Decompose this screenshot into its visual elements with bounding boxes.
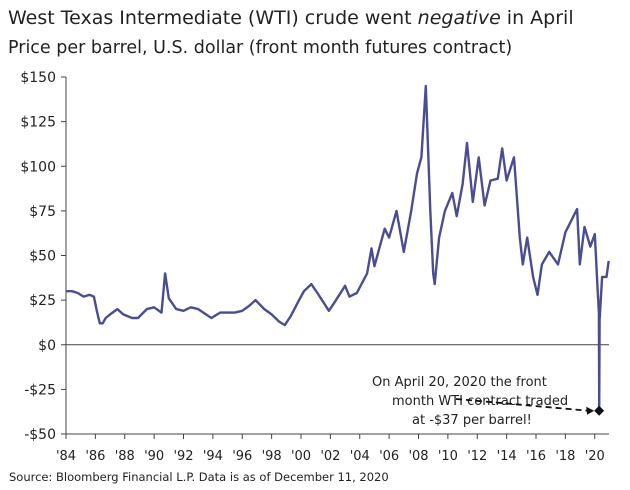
x-tick-label: '04 (350, 449, 370, 464)
x-tick-label: '90 (144, 449, 164, 464)
annotation-arrowhead (586, 406, 595, 415)
x-tick-label: '84 (56, 449, 76, 464)
series-group (66, 84, 610, 412)
title-emphasis: negative (417, 7, 501, 29)
x-tick-label: '14 (497, 449, 517, 464)
chart-subtitle: Price per barrel, U.S. dollar (front mon… (8, 38, 513, 58)
negative-price-marker (594, 405, 605, 416)
x-tick-label: '12 (467, 449, 487, 464)
x-tick-label: '06 (379, 449, 399, 464)
y-axis-ticks: $150 $125 $100 $75 $50 $25 $0 -$25 -$50 (20, 70, 66, 443)
y-tick-label: $125 (20, 115, 56, 131)
x-tick-label: '16 (526, 449, 546, 464)
x-axis-ticks: '84 '86 '88 '90 '92 '94 '96 '98 '00 '02 '04 '06 '08 '… (56, 434, 605, 464)
x-tick-label: '02 (320, 449, 340, 464)
annotation-group: On April 20, 2020 the front month WTI co… (372, 375, 605, 428)
annotation-line-3: at -$37 per barrel! (412, 413, 532, 428)
y-tick-label: $0 (38, 338, 56, 354)
y-tick-label: -$50 (24, 427, 56, 443)
chart-title: West Texas Intermediate (WTI) crude went… (8, 7, 574, 29)
x-tick-label: '00 (291, 449, 311, 464)
x-tick-label: '96 (232, 449, 252, 464)
x-tick-label: '98 (262, 449, 282, 464)
y-tick-label: $100 (20, 159, 56, 175)
x-tick-label: '92 (173, 449, 193, 464)
x-tick-label: '88 (115, 449, 135, 464)
x-tick-label: '18 (555, 449, 575, 464)
y-tick-label: $150 (20, 70, 56, 86)
y-tick-label: $75 (29, 204, 56, 220)
x-tick-label: '10 (438, 449, 458, 464)
y-tick-label: $25 (29, 293, 56, 309)
wti-price-line (66, 84, 610, 412)
x-tick-label: '08 (408, 449, 428, 464)
x-tick-label: '94 (203, 449, 223, 464)
y-tick-label: $50 (29, 249, 56, 265)
x-tick-label: '86 (85, 449, 105, 464)
annotation-arrow-line (455, 398, 590, 412)
annotation-line-1: On April 20, 2020 the front (372, 375, 547, 390)
y-tick-label: -$25 (24, 382, 56, 398)
source-note: Source: Bloomberg Financial L.P. Data is… (9, 470, 389, 484)
x-tick-label: '20 (585, 449, 605, 464)
